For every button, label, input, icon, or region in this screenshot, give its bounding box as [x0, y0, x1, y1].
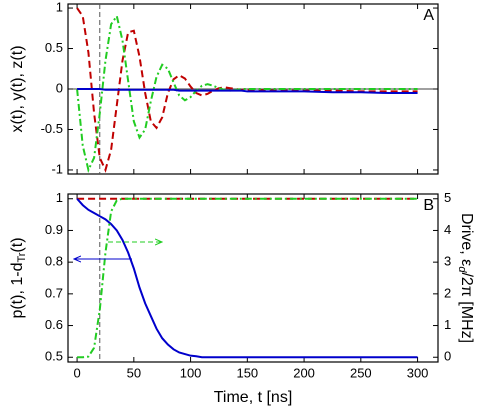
- y2-tick-label: 0: [444, 349, 451, 364]
- series-line: [77, 88, 418, 95]
- x-tick-label: 200: [293, 365, 315, 380]
- y-axis-label-text: p(t), 1-d: [9, 263, 26, 319]
- y-tick-label: 0: [56, 80, 63, 95]
- y-tick-label: -1: [51, 161, 63, 176]
- y-tick-label: 1: [56, 0, 63, 14]
- panel-label: B: [423, 197, 434, 214]
- y-axis-label-sub: Tr: [16, 252, 28, 262]
- series-line: [76, 7, 418, 173]
- y-tick-label: 1: [56, 190, 63, 205]
- y2-tick-label: 1: [444, 317, 451, 332]
- y2-axis-label-text: Drive, ε: [458, 213, 475, 266]
- y2-axis-label-sub: d: [456, 266, 468, 273]
- panel-label: A: [423, 7, 434, 24]
- y-axis-label-text: x(t), y(t), z(t): [9, 45, 26, 132]
- y-tick-label: -0.5: [41, 121, 63, 136]
- plot-frame: [67, 193, 439, 363]
- x-tick-label: 250: [350, 365, 372, 380]
- x-tick-label: 150: [236, 365, 258, 380]
- y-axis-label-end: (t): [9, 237, 26, 252]
- y-tick-label: 0.5: [45, 349, 63, 364]
- y-axis-label: p(t), 1-dTr(t): [9, 237, 28, 318]
- y-tick-label: 0.6: [45, 317, 63, 332]
- x-tick-label: 0: [73, 365, 80, 380]
- y2-tick-label: 5: [444, 190, 451, 205]
- series-line: [77, 197, 418, 359]
- y-tick-label: 0.9: [45, 222, 63, 237]
- x-tick-label: 100: [180, 365, 202, 380]
- y2-axis-label: Drive, εd/2π [MHz]: [456, 213, 475, 343]
- y-axis-label: x(t), y(t), z(t): [9, 45, 26, 132]
- y2-tick-label: 4: [444, 222, 451, 237]
- y-tick-label: 0.5: [45, 40, 63, 55]
- y-tick-label: 0.7: [45, 285, 63, 300]
- x-tick-label: 300: [407, 365, 429, 380]
- y2-tick-label: 2: [444, 285, 451, 300]
- x-tick-label: 50: [127, 365, 141, 380]
- x-axis-label: Time, t [ns]: [214, 389, 293, 406]
- y2-axis-label-end: /2π [MHz]: [458, 272, 475, 343]
- y-tick-label: 0.8: [45, 254, 63, 269]
- series-line: [76, 13, 418, 173]
- series-line: [76, 198, 418, 359]
- y2-tick-label: 3: [444, 254, 451, 269]
